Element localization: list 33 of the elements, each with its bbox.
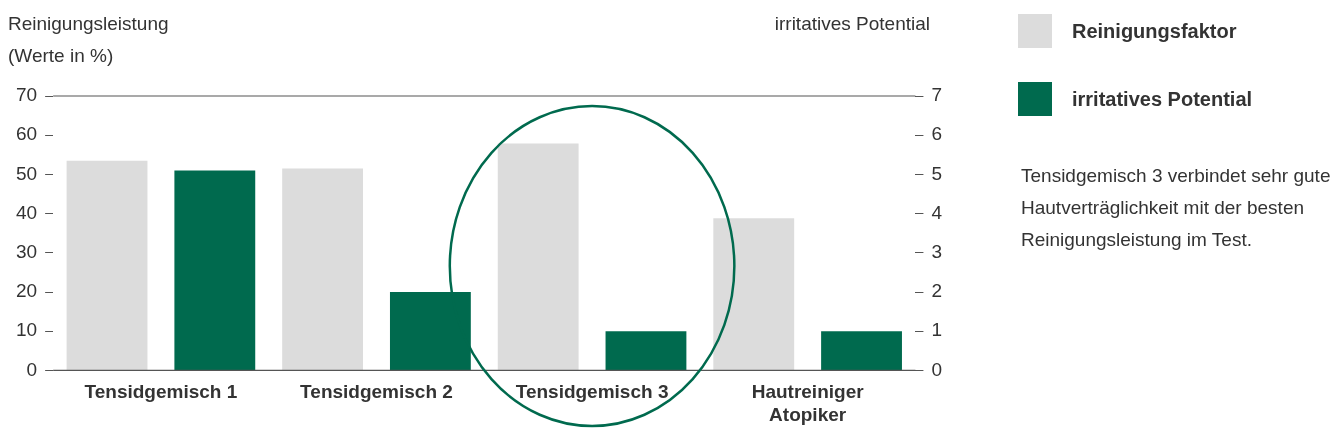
legend-label: Reinigungsfaktor (1072, 19, 1237, 43)
y-tick-label: 50 (15, 162, 38, 184)
text: Tensidgemisch 3 verbindet sehr gute Hautverträglichkeit mit der besten Reinigungsleistung im Test. (1021, 164, 1331, 252)
y-tick-label: 10 (15, 319, 38, 341)
y2-tick-label: 6 (931, 123, 943, 145)
bar (174, 170, 256, 370)
bar (66, 160, 148, 370)
y-tick-label: 0 (26, 358, 38, 380)
bar (713, 218, 795, 370)
y2-tick-label: 4 (931, 201, 943, 223)
y2-tick-label: 2 (931, 280, 943, 302)
x-tick-label: Tensidgemisch 2 (300, 381, 453, 403)
y2-tick-label: 7 (931, 84, 943, 106)
y-tick-label: 60 (15, 123, 38, 145)
bar (389, 292, 471, 370)
bar (605, 331, 687, 370)
bar (497, 143, 579, 370)
bar (821, 331, 902, 370)
y-tick-label: 30 (15, 241, 38, 263)
legend-label: irritatives Potential (1072, 87, 1253, 111)
y-tick-label: 40 (15, 201, 38, 223)
x-tick-label: Hautreiniger Atopiker (751, 381, 865, 425)
y2-tick-label: 3 (931, 241, 943, 263)
y2-tick-label: 1 (931, 319, 943, 341)
y2-tick-label: 0 (931, 358, 943, 380)
bar (282, 168, 364, 370)
y-axis-title: Reinigungsleistung (Werte in %) (8, 12, 170, 68)
y2-tick-label: 5 (931, 162, 943, 184)
x-tick-label: Tensidgemisch 1 (84, 381, 238, 403)
y2-axis-title: irritatives Potential (774, 12, 930, 36)
y-tick-label: 20 (15, 280, 38, 302)
y-tick-label: 70 (15, 84, 38, 106)
x-tick-label: Tensidgemisch 3 (515, 381, 669, 403)
